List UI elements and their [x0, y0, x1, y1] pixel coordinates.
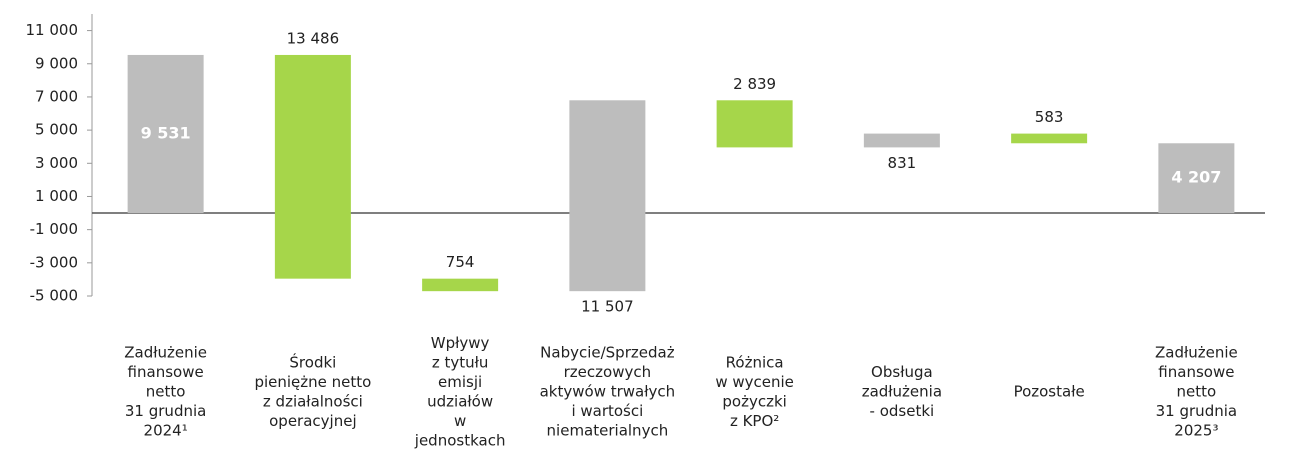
- x-tick-label: udziałów: [427, 392, 493, 410]
- x-tick-label: finansowe: [128, 363, 204, 381]
- y-tick-label: 9 000: [35, 54, 78, 72]
- x-tick-label: pieniężne netto: [254, 373, 371, 391]
- bar: [863, 133, 940, 148]
- y-tick-label: -1 000: [30, 220, 78, 238]
- y-tick-label: -3 000: [30, 253, 78, 271]
- bar: [716, 100, 793, 148]
- x-tick-label: Zadłużenie: [124, 344, 207, 362]
- bar: [1011, 133, 1088, 144]
- x-tick-label: finansowe: [1158, 363, 1234, 381]
- x-tick-label: pożyczki: [722, 392, 786, 410]
- x-tick-label: 2025³: [1174, 422, 1218, 440]
- x-tick-label: w: [454, 412, 466, 430]
- bar: [422, 278, 499, 292]
- x-tick-label: operacyjnej: [269, 412, 356, 430]
- x-tick-label: Nabycie/Sprzedaż: [540, 344, 675, 362]
- y-tick-label: 11 000: [26, 21, 79, 39]
- x-tick-label: netto: [146, 383, 186, 401]
- bar: [274, 54, 351, 279]
- value-label: 11 507: [581, 298, 634, 316]
- x-tick-label: 31 grudnia: [1156, 402, 1237, 420]
- x-tick-label: netto: [1177, 383, 1217, 401]
- y-tick-label: 7 000: [35, 87, 78, 105]
- x-tick-label: zadłużenia: [862, 383, 942, 401]
- x-tick-label: Obsługa: [871, 363, 933, 381]
- bar: [1158, 143, 1235, 214]
- y-tick-label: 5 000: [35, 121, 78, 139]
- x-tick-label: z tytułu: [432, 353, 489, 371]
- value-label: 754: [446, 253, 475, 271]
- x-tick-label: w wycenie: [715, 373, 794, 391]
- value-label: 583: [1035, 108, 1064, 126]
- x-tick-label: Różnica: [726, 353, 784, 371]
- x-tick-label: z działalności: [263, 392, 363, 410]
- value-label: 4 207: [1171, 168, 1221, 187]
- x-tick-label: niematerialnych: [547, 422, 669, 440]
- value-label: 13 486: [287, 29, 340, 47]
- x-tick-label: rzeczowych: [564, 363, 651, 381]
- x-tick-label: Pozostałe: [1014, 383, 1085, 401]
- x-tick-label: i wartości: [571, 402, 643, 420]
- x-tick-label: 2024¹: [144, 422, 188, 440]
- x-tick-label: - odsetki: [870, 402, 935, 420]
- y-tick-label: 1 000: [35, 187, 78, 205]
- bar: [569, 100, 646, 292]
- y-tick-label: 3 000: [35, 154, 78, 172]
- bar: [127, 54, 204, 214]
- x-tick-label: aktywów trwałych: [540, 383, 676, 401]
- x-tick-label: jednostkach: [414, 431, 506, 449]
- x-tick-label: Zadłużenie: [1155, 344, 1238, 362]
- x-tick-label: Wpływy: [431, 334, 490, 352]
- value-label: 9 531: [141, 124, 191, 143]
- value-label: 831: [888, 154, 917, 172]
- x-tick-label: z KPO²: [730, 412, 779, 430]
- value-label: 2 839: [733, 75, 776, 93]
- x-tick-label: 31 grudnia: [125, 402, 206, 420]
- x-tick-label: emisji: [438, 373, 482, 391]
- y-tick-label: -5 000: [30, 287, 78, 305]
- x-tick-label: Środki: [289, 352, 336, 371]
